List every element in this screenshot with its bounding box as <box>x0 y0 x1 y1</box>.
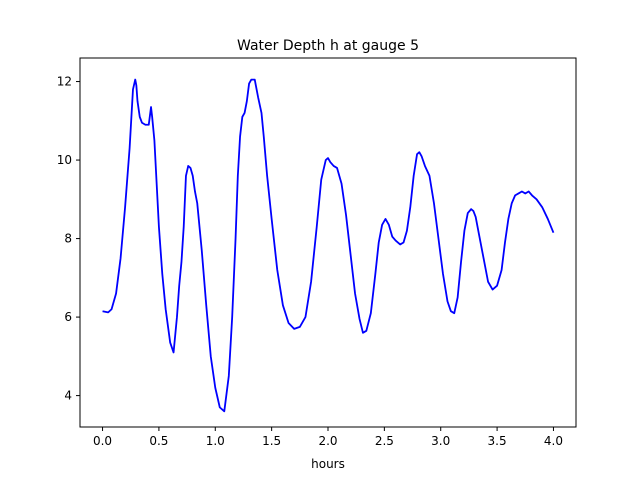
x-axis-label: hours <box>311 457 345 471</box>
x-tick-label: 1.0 <box>206 434 225 448</box>
y-tick-label: 12 <box>57 75 72 89</box>
x-axis: 0.0 0.5 1.0 1.5 2.0 2.5 3.0 3.5 4.0 <box>93 427 563 448</box>
y-tick-label: 8 <box>64 232 72 246</box>
y-axis: 4 6 8 10 12 <box>57 75 80 403</box>
y-tick-label: 10 <box>57 153 72 167</box>
y-tick-label: 6 <box>64 310 72 324</box>
series-line <box>102 78 555 413</box>
x-tick-label: 2.0 <box>318 434 337 448</box>
x-tick-label: 1.5 <box>262 434 281 448</box>
x-tick-label: 3.0 <box>431 434 450 448</box>
x-tick-label: 4.0 <box>544 434 563 448</box>
series-layer <box>102 78 555 413</box>
chart-title: Water Depth h at gauge 5 <box>237 38 419 54</box>
plot-background <box>80 58 576 427</box>
x-tick-label: 3.5 <box>488 434 507 448</box>
x-tick-label: 2.5 <box>375 434 394 448</box>
x-tick-label: 0.5 <box>149 434 168 448</box>
x-tick-label: 0.0 <box>93 434 112 448</box>
y-tick-label: 4 <box>64 389 72 403</box>
plot-frame <box>79 57 577 428</box>
